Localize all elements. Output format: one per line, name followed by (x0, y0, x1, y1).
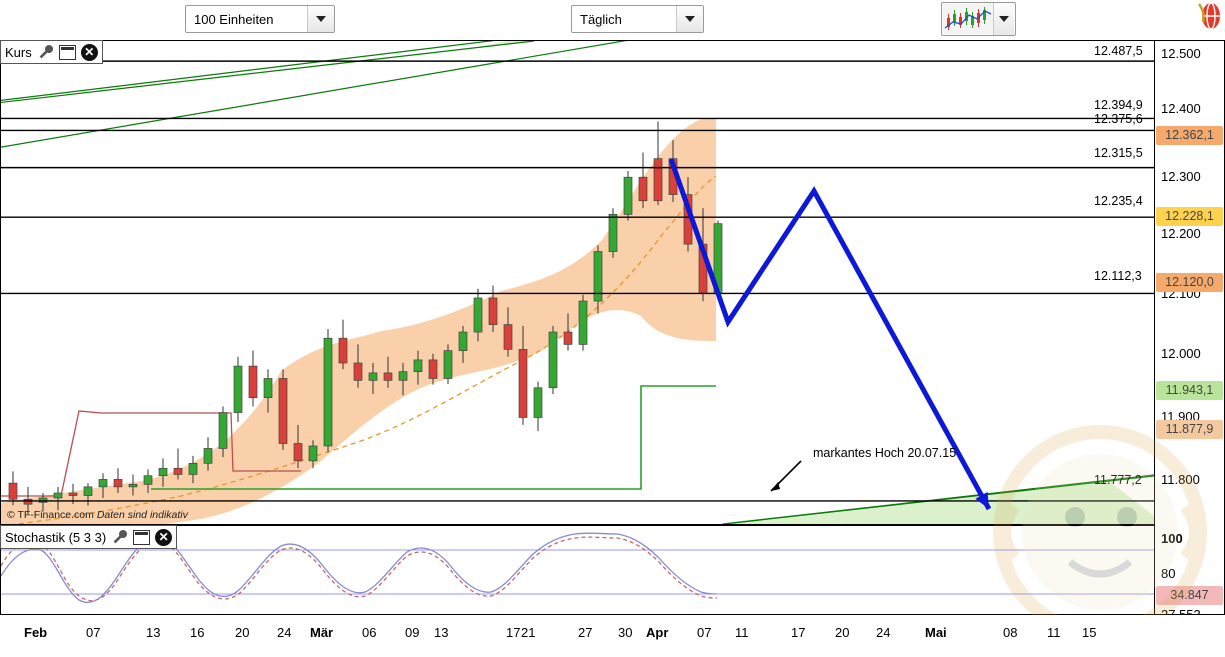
wrench-icon[interactable] (38, 44, 54, 60)
level-label: 11.777,2 (1094, 473, 1142, 487)
level-label: 12.375,6 (1094, 112, 1143, 126)
price-tag: 12.362,1 (1156, 126, 1223, 145)
x-tick: 20 (235, 625, 250, 640)
level-label: 12.112,3 (1094, 269, 1142, 283)
price-tag: 11.877,9 (1156, 420, 1223, 439)
price-tag: 12.228,1 (1156, 207, 1223, 226)
units-dropdown[interactable]: 100 Einheiten (185, 5, 335, 33)
x-tick: Feb (24, 625, 48, 640)
x-tick: Apr (646, 625, 669, 640)
tf-logo-icon (1197, 0, 1223, 34)
x-tick: 16 (190, 625, 205, 640)
y-tick: 12.000 (1161, 346, 1201, 361)
y-tick: 11.800 (1161, 472, 1200, 487)
x-tick: 30 (618, 625, 633, 640)
x-tick: 09 (405, 625, 420, 640)
price-chart-svg (1, 41, 1154, 524)
interval-dropdown[interactable]: Täglich (571, 5, 704, 33)
x-tick: 24 (876, 625, 891, 640)
level-label: 12.487,5 (1094, 44, 1143, 58)
chevron-down-icon[interactable] (993, 3, 1014, 35)
price-pane-header[interactable]: Kurs ✕ (0, 40, 103, 64)
interval-value: Täglich (580, 11, 622, 27)
level-label: 12.315,5 (1094, 146, 1143, 160)
x-tick: 17 (506, 625, 521, 640)
stoch-tag: 34.847 (1156, 586, 1223, 605)
stochastic-pane-header[interactable]: Stochastik (5 3 3) ✕ (0, 525, 178, 549)
x-tick: 07 (697, 625, 712, 640)
stochastic-pane-title: Stochastik (5 3 3) (5, 529, 107, 545)
stochastic-pane[interactable] (0, 525, 1155, 615)
x-tick: 27 (578, 625, 593, 640)
window-icon[interactable] (58, 44, 76, 60)
x-tick: 13 (146, 625, 161, 640)
y-tick: 12.300 (1161, 169, 1201, 184)
projection-arrow (668, 158, 992, 511)
x-tick: 11 (1047, 625, 1061, 640)
close-icon[interactable]: ✕ (155, 528, 173, 546)
price-tag: 11.943,1 (1156, 381, 1223, 400)
y-tick: 12.500 (1161, 46, 1201, 61)
price-tag: 12.120,0 (1156, 273, 1223, 292)
x-tick: 13 (434, 625, 449, 640)
x-tick: 20 (835, 625, 850, 640)
price-chart-pane[interactable]: markantes Hoch 20.07.15 © TF-Finance.com… (0, 40, 1155, 525)
stochastic-svg (1, 532, 1154, 604)
toolbar: 100 Einheiten Täglich (0, 0, 1225, 38)
window-icon[interactable] (133, 529, 151, 545)
x-tick: 11 (735, 625, 749, 640)
y-tick: 12.200 (1161, 226, 1201, 241)
x-tick: 24 (277, 625, 292, 640)
chevron-down-icon[interactable] (307, 6, 334, 32)
x-tick: 21 (521, 625, 536, 640)
x-tick: 07 (86, 625, 101, 640)
x-tick: 15 (1082, 625, 1097, 640)
annotation-markantes-hoch: markantes Hoch 20.07.15 (813, 446, 957, 460)
candlestick-series (8, 121, 723, 515)
y-tick: 12.400 (1161, 101, 1201, 116)
x-tick: 06 (362, 625, 377, 640)
chart-type-button[interactable] (941, 2, 1016, 36)
x-tick: 17 (791, 625, 806, 640)
candlestick-chart-icon (943, 4, 993, 34)
price-pane-title: Kurs (5, 44, 32, 60)
stoch-tick: 80 (1161, 566, 1176, 581)
level-label: 12.394,9 (1094, 98, 1143, 112)
x-tick: Mär (310, 625, 334, 640)
x-tick: 08 (1003, 625, 1018, 640)
watermark-logo (975, 417, 1225, 647)
copyright-note: © TF-Finance.com Daten sind indikativ (7, 509, 188, 521)
price-axis: 12.500 12.400 12.300 12.200 12.100 12.00… (1155, 40, 1225, 622)
horizontal-levels (1, 60, 1154, 502)
chevron-down-icon[interactable] (676, 6, 703, 32)
time-axis: Feb 07 13 16 20 24 Mär 06 09 13 17 21 27… (0, 615, 1225, 657)
stoch-tick: 100 (1161, 531, 1220, 546)
level-label: 12.235,4 (1094, 194, 1143, 208)
wrench-icon[interactable] (112, 529, 128, 545)
close-icon[interactable]: ✕ (80, 43, 98, 61)
units-value: 100 Einheiten (194, 11, 274, 27)
x-tick: Mai (925, 625, 947, 640)
